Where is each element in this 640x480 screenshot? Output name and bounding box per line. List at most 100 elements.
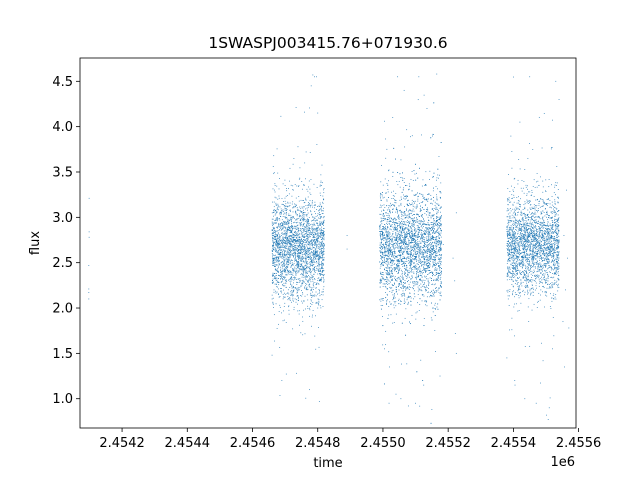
data-point [272, 260, 274, 262]
data-point [405, 233, 406, 235]
data-point [275, 202, 277, 204]
data-point [407, 227, 409, 229]
data-point [309, 286, 311, 288]
data-point [274, 222, 276, 224]
data-point [309, 244, 311, 246]
data-point [293, 282, 294, 284]
data-point [317, 232, 319, 234]
data-point [289, 252, 291, 254]
data-point [314, 220, 316, 222]
data-point [391, 271, 393, 273]
data-point [412, 208, 414, 210]
data-point [402, 253, 404, 255]
data-point [310, 239, 312, 241]
data-point [392, 322, 394, 324]
data-point [414, 277, 416, 279]
data-point [380, 192, 382, 194]
data-point [408, 245, 410, 247]
data-point [280, 292, 282, 294]
data-point [323, 189, 324, 191]
data-point [393, 294, 395, 296]
data-point [382, 252, 384, 254]
data-point [315, 239, 317, 241]
data-point [379, 242, 381, 244]
data-point [315, 253, 317, 255]
data-point [384, 207, 386, 208]
data-point [412, 226, 414, 228]
data-point [403, 211, 405, 212]
data-point [402, 224, 404, 225]
data-point [307, 236, 309, 238]
data-point [300, 286, 302, 287]
data-point [293, 206, 295, 208]
data-point [387, 170, 389, 172]
data-point [302, 281, 304, 283]
data-point [322, 274, 323, 275]
data-point [414, 249, 416, 251]
data-point [403, 298, 405, 300]
data-point [322, 235, 324, 237]
data-point [300, 229, 302, 231]
data-point [290, 231, 292, 233]
data-point [396, 242, 398, 244]
data-point [308, 220, 310, 221]
data-point [284, 269, 285, 270]
data-point [436, 287, 437, 289]
data-point [427, 278, 429, 280]
data-point [411, 249, 413, 251]
data-point [422, 216, 423, 218]
data-point [406, 129, 408, 131]
data-point [405, 267, 407, 269]
data-point [380, 251, 381, 253]
data-point [301, 280, 303, 281]
data-point [298, 249, 300, 251]
data-point [383, 278, 385, 280]
data-point [306, 253, 308, 254]
data-point [274, 273, 276, 274]
data-point [315, 284, 317, 286]
data-point [290, 238, 292, 240]
data-point [401, 241, 403, 243]
data-point [308, 254, 310, 255]
data-point [440, 230, 442, 232]
data-point [427, 246, 429, 248]
data-point [317, 250, 319, 252]
data-point [278, 267, 279, 269]
data-point [288, 258, 289, 260]
data-point [288, 261, 290, 263]
data-point [290, 227, 292, 229]
data-point [388, 255, 390, 257]
data-point [287, 267, 288, 268]
data-point [312, 301, 314, 303]
data-point [295, 203, 297, 205]
data-point [418, 249, 420, 251]
data-point [407, 271, 409, 273]
data-point [296, 292, 298, 294]
data-point [298, 216, 300, 218]
data-point [393, 301, 395, 303]
data-point [421, 225, 422, 227]
data-point [322, 201, 323, 203]
data-point [283, 246, 285, 248]
data-point [418, 248, 420, 249]
data-point [305, 276, 307, 278]
data-point [302, 225, 304, 227]
data-point [404, 195, 405, 197]
data-point [393, 267, 395, 268]
data-point [410, 247, 412, 249]
data-point [417, 242, 418, 244]
data-point [311, 251, 313, 253]
data-point [318, 255, 320, 257]
data-point [278, 236, 280, 238]
data-point [273, 260, 274, 262]
data-point [429, 212, 431, 214]
data-point [315, 241, 316, 243]
data-point [427, 224, 429, 226]
data-point [414, 281, 416, 283]
data-point [396, 229, 398, 230]
data-point [396, 240, 398, 241]
data-point [300, 261, 302, 262]
data-point [406, 299, 408, 301]
data-point [281, 219, 283, 221]
data-point [299, 237, 301, 238]
